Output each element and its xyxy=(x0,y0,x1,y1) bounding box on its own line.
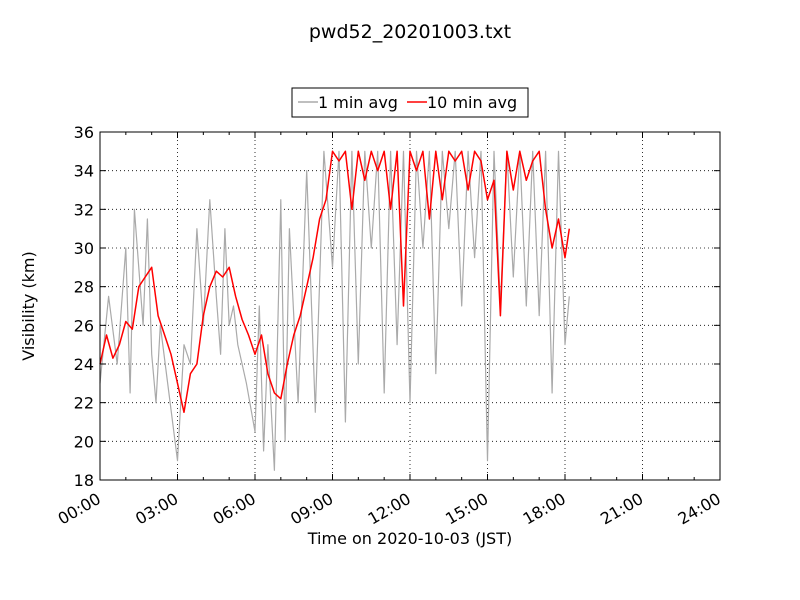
series-line-0 xyxy=(99,150,570,471)
series-line-1 xyxy=(99,150,571,414)
y-tick-labels: 18 20 22 24 26 28 30 32 34 36 xyxy=(74,123,94,490)
y-tick-label: 30 xyxy=(74,239,94,258)
legend: 1 min avg 10 min avg xyxy=(291,87,529,118)
ticks xyxy=(99,131,721,481)
grid xyxy=(100,132,720,480)
chart-title: pwd52_20201003.txt xyxy=(309,21,511,43)
y-tick-label: 24 xyxy=(74,355,94,374)
y-tick-label: 22 xyxy=(74,394,94,413)
y-tick-label: 18 xyxy=(74,471,94,490)
legend-label-series-1: 10 min avg xyxy=(427,93,517,112)
y-tick-label: 32 xyxy=(74,200,94,219)
y-axis-label: Visibility (km) xyxy=(19,251,38,360)
y-tick-label: 20 xyxy=(74,432,94,451)
y-tick-label: 26 xyxy=(74,316,94,335)
legend-label-series-0: 1 min avg xyxy=(318,93,398,112)
series-layer xyxy=(99,150,571,471)
y-tick-label: 34 xyxy=(74,162,94,181)
y-tick-label: 28 xyxy=(74,278,94,297)
y-tick-label: 36 xyxy=(74,123,94,142)
x-axis-label: Time on 2020-10-03 (JST) xyxy=(307,529,512,548)
